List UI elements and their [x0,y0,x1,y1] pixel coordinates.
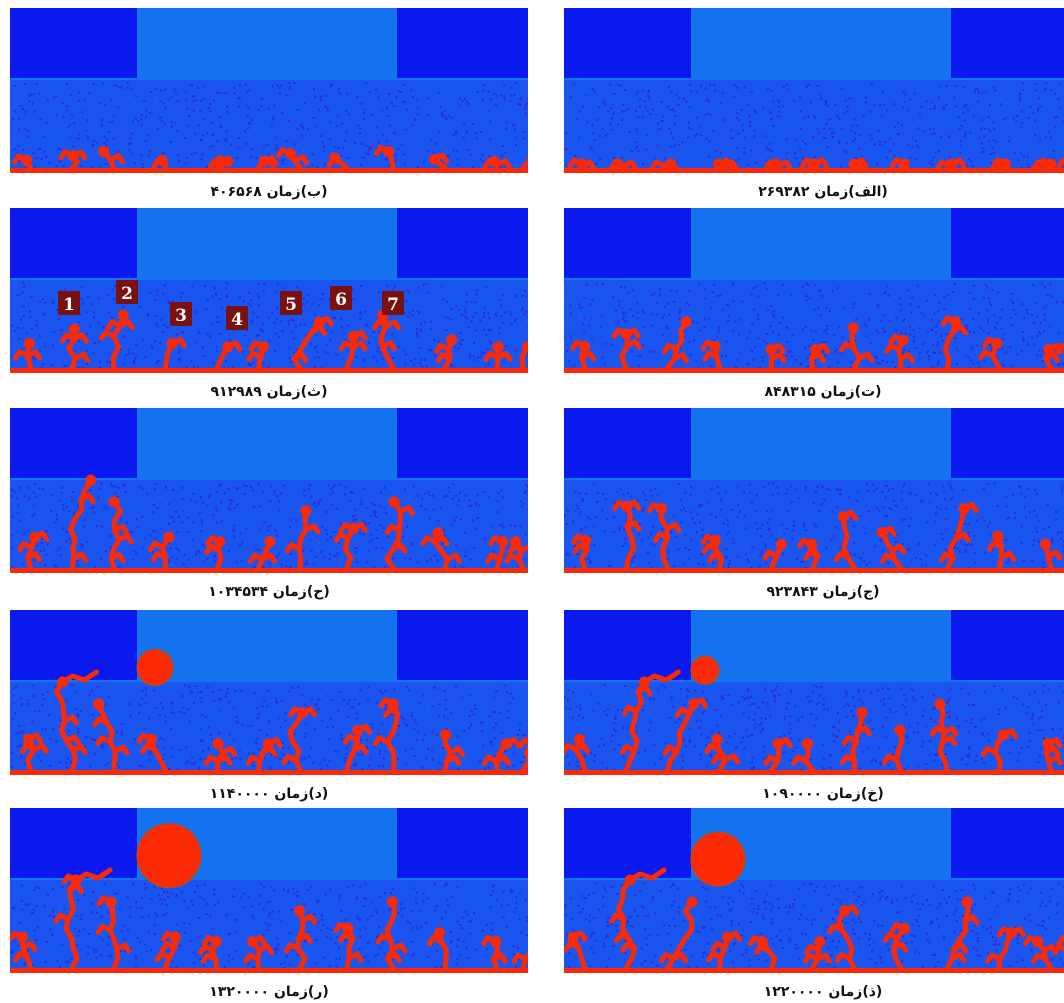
simulation-frame [10,8,528,173]
panel-d: (د)زمان ۱۱۴۰۰۰۰ [10,610,528,805]
panel-caption: (الف)زمان ۲۶۹۳۸۲ [564,183,1064,201]
left-solid-block [564,610,691,680]
left-solid-block [10,208,137,278]
left-solid-block [564,208,691,278]
panel-th: 1 2 3 4 5 6 7 (ث)زمان ۹۱۲۹۸۹ [10,208,528,403]
panel-caption: (ر)زمان ۱۳۲۰۰۰۰ [10,983,528,1001]
emerging-bubble [137,649,173,685]
left-solid-block [10,8,137,78]
panel-caption: (ث)زمان ۹۱۲۹۸۹ [10,383,528,401]
panel-caption: (ذ)زمان ۱۲۲۰۰۰۰ [564,983,1064,1001]
panel-kh: (خ)زمان ۱۰۹۰۰۰۰ [564,610,1064,805]
panel-z: (ذ)زمان ۱۲۲۰۰۰۰ [564,808,1064,1003]
svg-text:1: 1 [63,295,75,315]
right-solid-block [397,208,528,278]
finger-marker-4: 4 [226,306,248,330]
simulation-frame [564,208,1064,373]
right-solid-block [951,610,1064,680]
simulation-frame [564,8,1064,173]
finger-marker-3: 3 [170,302,192,326]
finger-marker-6: 6 [330,286,352,310]
panel-t: (ت)زمان ۸۴۸۳۱۵ [564,208,1064,403]
panel-a: (الف)زمان ۲۶۹۳۸۲ [564,8,1064,203]
left-solid-block [10,610,137,680]
right-solid-block [397,808,528,878]
svg-text:5: 5 [285,295,297,315]
simulation-frame [564,408,1064,573]
panel-h: (ح)زمان ۱۰۳۴۵۳۴ [10,408,528,603]
right-solid-block [397,408,528,478]
simulation-frame [10,408,528,573]
panel-caption: (خ)زمان ۱۰۹۰۰۰۰ [564,785,1064,803]
left-solid-block [564,808,691,878]
left-solid-block [564,408,691,478]
left-solid-block [564,8,691,78]
liquid-base [10,770,528,775]
finger-marker-1: 1 [58,291,80,315]
svg-text:3: 3 [175,306,187,326]
simulation-frame [564,610,1064,775]
liquid-base [10,568,528,573]
right-solid-block [397,8,528,78]
panel-caption: (ت)زمان ۸۴۸۳۱۵ [564,383,1064,401]
simulation-frame [564,808,1064,973]
finger-marker-2: 2 [116,280,138,304]
emerging-bubble [137,824,201,888]
panel-caption: (ب)زمان ۴۰۶۵۶۸ [10,183,528,201]
right-solid-block [951,808,1064,878]
emerging-bubble [691,656,719,684]
panel-caption: (د)زمان ۱۱۴۰۰۰۰ [10,785,528,803]
simulation-frame [10,610,528,775]
panel-caption: (ح)زمان ۱۰۳۴۵۳۴ [10,583,528,601]
panel-r: (ر)زمان ۱۳۲۰۰۰۰ [10,808,528,1003]
liquid-base [10,168,528,173]
left-solid-block [10,808,137,878]
panel-b: (ب)زمان ۴۰۶۵۶۸ [10,8,528,203]
left-solid-block [10,408,137,478]
emerging-bubble [691,832,745,886]
finger-marker-7: 7 [382,291,404,315]
finger-marker-5: 5 [280,291,302,315]
svg-text:2: 2 [121,284,133,304]
liquid-base [10,968,528,973]
panel-caption: (ج)زمان ۹۲۳۸۴۳ [564,583,1064,601]
right-solid-block [951,208,1064,278]
svg-text:4: 4 [231,310,243,330]
right-solid-block [951,408,1064,478]
svg-text:7: 7 [387,295,399,315]
liquid-base [10,368,528,373]
right-solid-block [397,610,528,680]
simulation-frame [10,808,528,973]
svg-text:6: 6 [335,290,347,310]
panel-j: (ج)زمان ۹۲۳۸۴۳ [564,408,1064,603]
right-solid-block [951,8,1064,78]
simulation-frame: 1 2 3 4 5 6 7 [10,208,528,373]
